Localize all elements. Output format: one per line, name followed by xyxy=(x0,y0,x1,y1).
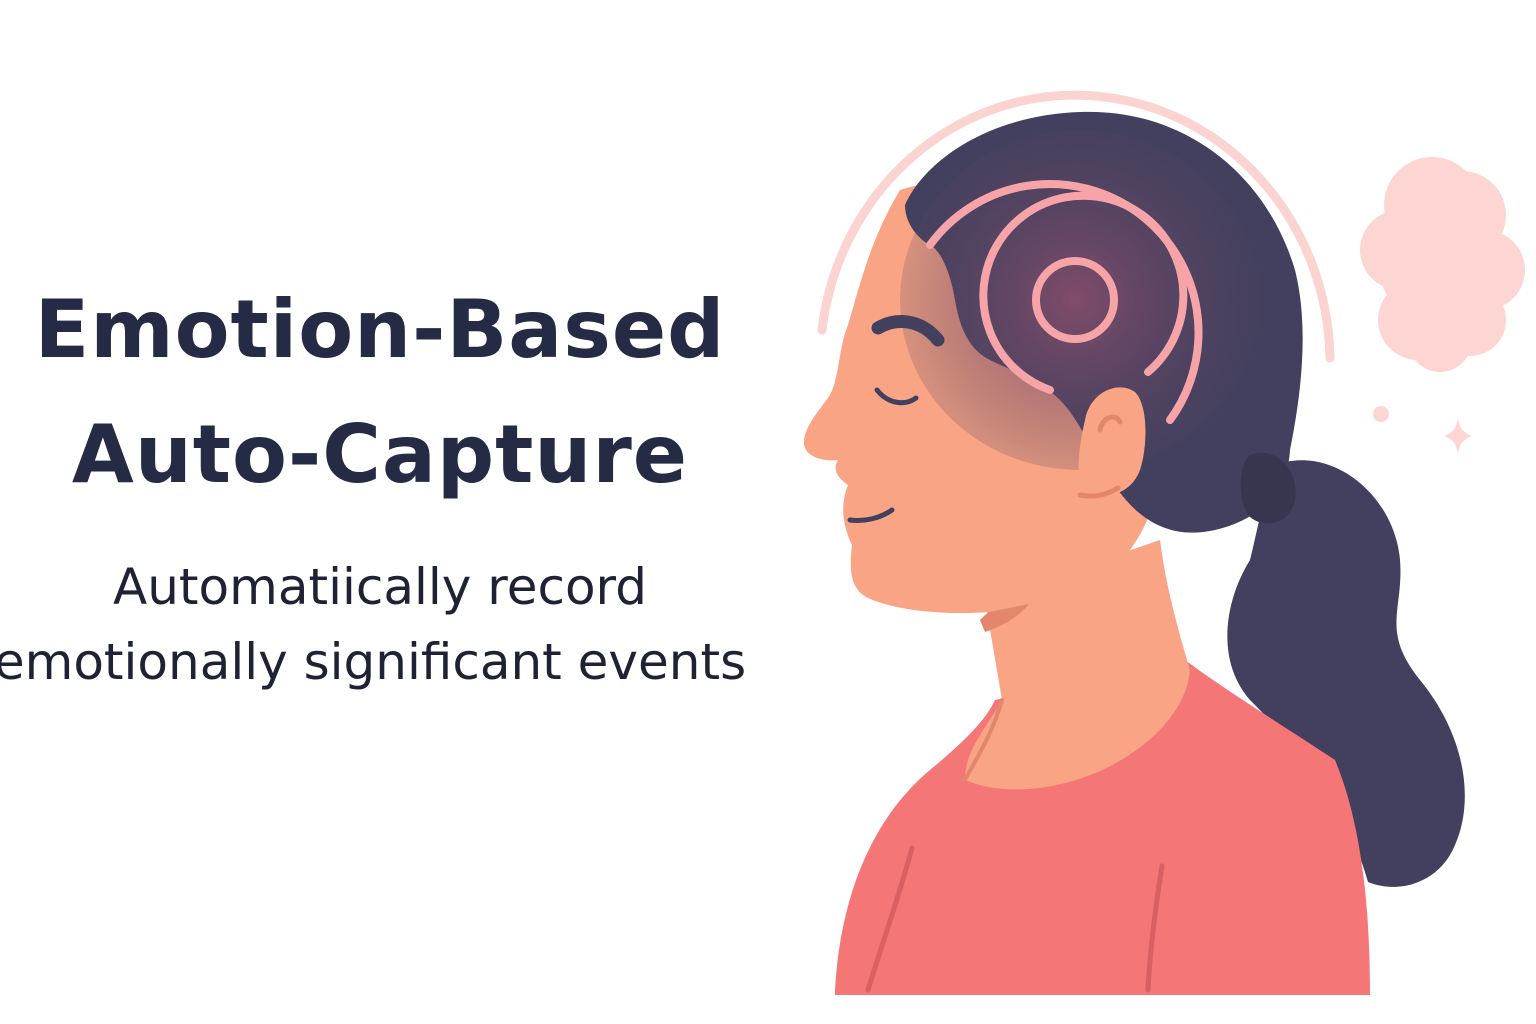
hair-tie xyxy=(1240,452,1296,524)
woman-profile-icon xyxy=(803,90,1525,995)
closed-eye xyxy=(874,387,919,406)
ear xyxy=(1078,387,1146,497)
collar-line xyxy=(963,698,1004,782)
ponytail xyxy=(1227,460,1465,887)
thought-cloud-icon xyxy=(1360,157,1525,372)
concentric-rings-icon xyxy=(926,180,1203,424)
headline-line-1: Emotion-Based xyxy=(34,283,726,376)
halo-arc xyxy=(817,90,1335,363)
ring-inner xyxy=(1032,257,1118,343)
thought-bubble-dot xyxy=(1373,406,1389,422)
ring-middle xyxy=(979,191,1188,394)
subheadline-line-1: Automatiically record xyxy=(113,558,647,616)
shirt-fold-right xyxy=(1145,863,1165,993)
shirt xyxy=(835,660,1370,995)
shirt-fold-left xyxy=(865,845,915,993)
sparkle-icon xyxy=(1444,418,1472,454)
headline-line-2: Auto-Capture xyxy=(71,408,689,501)
text-block: Emotion-Based Auto-Capture Automatiicall… xyxy=(0,0,760,1024)
eyebrow xyxy=(871,315,945,347)
ear-inner xyxy=(1077,414,1123,499)
brain-glow xyxy=(900,130,1260,470)
smile xyxy=(847,507,895,523)
subheadline-line-2: emotionally significant events xyxy=(0,633,747,691)
